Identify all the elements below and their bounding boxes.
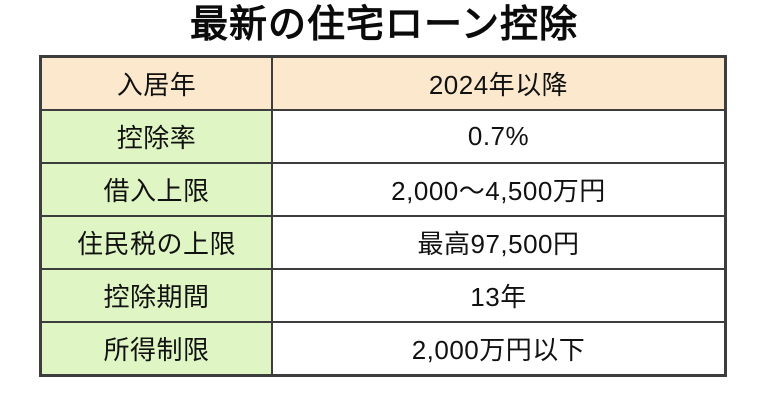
loan-deduction-table: 入居年 2024年以降 控除率 0.7% 借入上限 2,000〜4,500万円 … [39, 55, 727, 377]
row-label: 控除期間 [39, 268, 273, 323]
row-value: 2,000〜4,500万円 [271, 162, 727, 217]
row-label: 控除率 [39, 109, 273, 164]
page-title: 最新の住宅ローン控除 [189, 4, 579, 46]
row-value: 最高97,500円 [271, 215, 727, 270]
row-label: 借入上限 [39, 162, 273, 217]
table-body: 入居年 2024年以降 控除率 0.7% 借入上限 2,000〜4,500万円 … [39, 55, 727, 377]
row-value: 0.7% [271, 109, 727, 164]
table-row-kojo-kikan: 控除期間 13年 [39, 268, 727, 323]
row-label: 入居年 [39, 55, 273, 111]
row-label: 所得制限 [39, 321, 273, 377]
table-row-juminzei-jogen: 住民税の上限 最高97,500円 [39, 215, 727, 270]
row-value: 13年 [271, 268, 727, 323]
table-row-kariire-jogen: 借入上限 2,000〜4,500万円 [39, 162, 727, 217]
table-row-nyukyonen: 入居年 2024年以降 [39, 55, 727, 111]
table-row-shotoku-seigen: 所得制限 2,000万円以下 [39, 321, 727, 377]
table-row-kojoritsu: 控除率 0.7% [39, 109, 727, 164]
row-label: 住民税の上限 [39, 215, 273, 270]
row-value: 2,000万円以下 [271, 321, 727, 377]
row-value: 2024年以降 [271, 55, 727, 111]
